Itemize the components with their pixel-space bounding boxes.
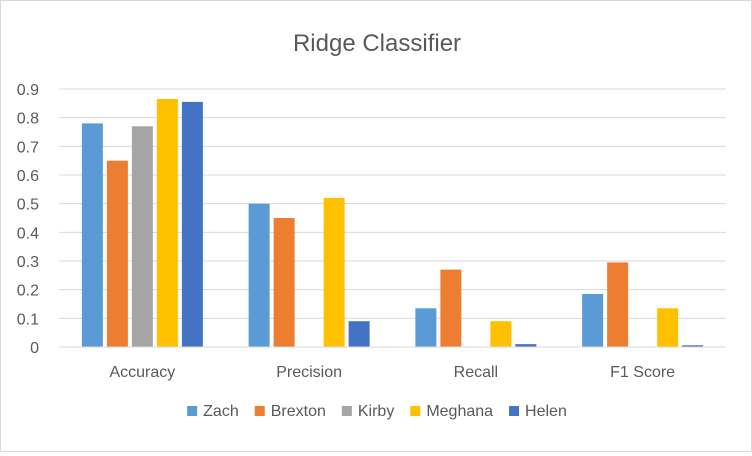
legend: Zach Brexton Kirby Meghana Helen: [187, 403, 567, 420]
bar-helen-f1-score: [682, 345, 704, 347]
bar-brexton-f1-score: [607, 262, 629, 347]
bar-brexton-recall: [440, 269, 462, 347]
legend-swatch: [187, 406, 198, 416]
legend-swatch: [341, 406, 352, 416]
bar-meghana-recall: [490, 321, 512, 347]
legend-swatch: [254, 406, 265, 416]
y-tick-label: 0.7: [17, 139, 39, 156]
legend-item-helen: Helen: [509, 403, 567, 420]
legend-swatch: [410, 406, 421, 416]
legend-swatch: [509, 406, 520, 416]
bar-zach-accuracy: [81, 123, 103, 348]
bar-brexton-precision: [273, 218, 295, 347]
legend-label: Kirby: [358, 403, 394, 420]
x-axis-ticks: Accuracy Precision Recall F1 Score: [109, 364, 675, 381]
chart-title: Ridge Classifier: [293, 30, 461, 57]
y-tick-label: 0.2: [17, 283, 39, 300]
bar-brexton-accuracy: [106, 160, 128, 347]
y-tick-label: 0: [30, 340, 39, 357]
bar-zach-f1-score: [582, 293, 604, 347]
y-tick-label: 0.5: [17, 197, 39, 214]
bar-meghana-precision: [323, 197, 345, 347]
bar-helen-recall: [515, 344, 537, 347]
legend-item-brexton: Brexton: [254, 403, 326, 420]
legend-item-kirby: Kirby: [341, 403, 394, 420]
legend-label: Brexton: [271, 403, 326, 420]
bar-meghana-f1-score: [657, 308, 679, 347]
bar-helen-accuracy: [181, 101, 203, 348]
bars: [81, 99, 704, 348]
bar-helen-precision: [348, 321, 370, 347]
x-tick-label: Recall: [454, 364, 498, 381]
legend-label: Helen: [525, 403, 567, 420]
bar-meghana-accuracy: [156, 99, 178, 348]
y-axis-ticks: 0 0.1 0.2 0.3 0.4 0.5 0.6 0.7 0.8 0.9: [17, 82, 39, 357]
bar-zach-recall: [415, 308, 437, 347]
y-tick-label: 0.9: [17, 82, 39, 99]
legend-item-zach: Zach: [187, 403, 239, 420]
y-tick-label: 0.3: [17, 254, 39, 271]
x-tick-label: Precision: [276, 364, 342, 381]
legend-label: Zach: [203, 403, 239, 420]
legend-item-meghana: Meghana: [410, 403, 493, 420]
bar-zach-precision: [248, 203, 270, 347]
bar-kirby-accuracy: [131, 126, 153, 348]
y-tick-label: 0.1: [17, 311, 39, 328]
legend-label: Meghana: [426, 403, 493, 420]
y-tick-label: 0.6: [17, 168, 39, 185]
y-tick-label: 0.4: [17, 225, 39, 242]
x-tick-label: Accuracy: [109, 364, 175, 381]
y-tick-label: 0.8: [17, 111, 39, 128]
x-tick-label: F1 Score: [610, 364, 675, 381]
